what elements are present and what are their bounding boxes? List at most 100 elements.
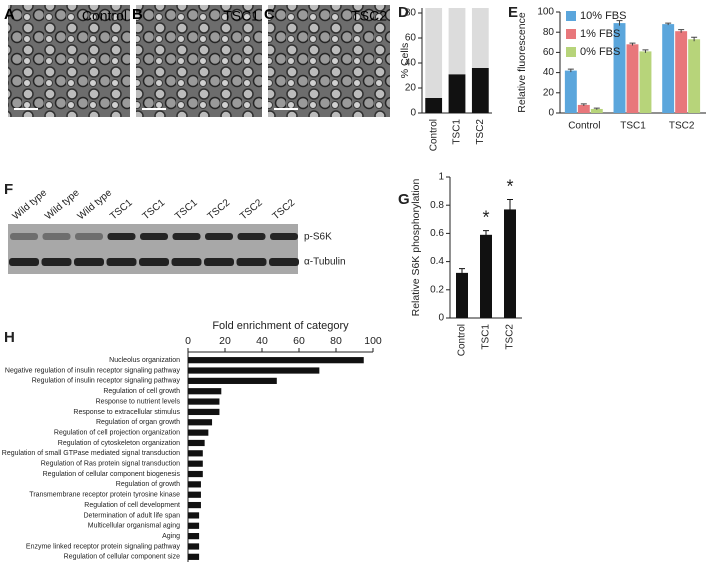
error-bar — [459, 268, 465, 278]
lane-label: Wild type — [76, 187, 115, 222]
y-tick-label: 80 — [543, 27, 555, 38]
y-tick-label: Determination of adult life span — [84, 512, 181, 519]
bar — [188, 388, 222, 395]
lane-label: Wild type — [43, 187, 82, 222]
band — [172, 233, 201, 240]
band — [42, 233, 71, 240]
bar — [188, 522, 200, 529]
bar — [639, 51, 652, 113]
bar — [188, 357, 364, 364]
band-label: p-S6K — [304, 232, 332, 243]
bar — [471, 68, 489, 113]
band — [236, 258, 267, 266]
x-tick-label: Control — [428, 119, 439, 151]
image-label: TSC2 — [351, 8, 387, 24]
x-axis-label: Fold enrichment of category — [212, 320, 349, 332]
blot-background — [8, 224, 298, 274]
y-tick-label: Regulation of organ growth — [96, 419, 180, 426]
bar — [188, 481, 201, 488]
y-tick-label: Regulation of small GTPase mediated sign… — [2, 450, 180, 457]
y-tick-label: 0 — [410, 108, 416, 119]
y-tick-label: Regulation of cytoskeleton organization — [58, 440, 180, 447]
legend-swatch — [566, 29, 576, 39]
band — [205, 233, 233, 240]
x-tick-label: 40 — [256, 335, 268, 347]
y-tick-label: Negative regulation of insulin receptor … — [5, 367, 181, 374]
y-tick-label: 0.6 — [430, 228, 444, 239]
y-tick-label: 60 — [543, 47, 555, 58]
panel-letter: D — [398, 4, 409, 21]
y-axis-label: Relative fluorescence — [516, 12, 528, 113]
lane-label: Wild type — [11, 187, 50, 222]
x-tick-label: TSC1 — [452, 119, 463, 145]
y-tick-label: Transmembrane receptor protein tyrosine … — [29, 492, 180, 499]
error-bar — [593, 107, 600, 110]
bar — [188, 439, 205, 447]
bar — [456, 272, 468, 318]
error-bar — [567, 68, 574, 73]
y-axis-label: % Cells — [399, 43, 411, 79]
y-tick-label: Regulation of cellular component biogene… — [43, 471, 181, 478]
panel-letter: C — [264, 6, 275, 23]
band — [140, 233, 168, 240]
y-tick-label: 1 — [438, 172, 444, 183]
band — [237, 233, 266, 240]
bar — [188, 470, 203, 478]
legend-swatch — [566, 11, 576, 21]
image-label: TSC1 — [223, 8, 259, 24]
error-bar — [580, 103, 587, 106]
panel-letter: A — [4, 6, 15, 23]
annotation: * — [506, 176, 513, 196]
y-tick-label: 0 — [548, 108, 554, 119]
bar — [448, 74, 466, 113]
bar — [188, 429, 209, 436]
error-bar — [483, 230, 489, 240]
bar — [188, 491, 201, 498]
bar — [425, 98, 443, 113]
bar — [188, 367, 320, 374]
bar — [188, 533, 200, 540]
legend-label: 1% FBS — [580, 28, 620, 40]
y-tick-label: 100 — [537, 7, 554, 18]
bar — [448, 8, 466, 75]
error-bar — [507, 199, 513, 220]
lane-label: TSC2 — [238, 197, 265, 222]
bar — [590, 108, 603, 113]
y-tick-label: 0.4 — [430, 256, 444, 267]
bar — [564, 70, 577, 113]
band — [10, 233, 38, 240]
y-tick-label: 40 — [543, 67, 555, 78]
y-tick-label: Nucleolus organization — [109, 357, 180, 364]
y-tick-label: 40 — [405, 58, 417, 69]
error-bar — [691, 36, 698, 42]
panel-letter: H — [4, 329, 15, 346]
lane-label: TSC1 — [173, 197, 200, 222]
legend-label: 0% FBS — [580, 46, 620, 58]
bar — [188, 501, 201, 509]
image-label: Control — [82, 8, 127, 24]
y-tick-label: Regulation of Ras protein signal transdu… — [41, 461, 180, 468]
lane-label: TSC1 — [108, 197, 135, 222]
bar — [188, 553, 200, 560]
bar — [675, 31, 688, 113]
panel-letter: G — [398, 191, 410, 208]
x-tick-label: TSC2 — [505, 324, 516, 350]
x-tick-label: TSC2 — [669, 121, 695, 132]
micrograph — [136, 5, 262, 117]
annotation: * — [482, 207, 489, 227]
bar — [504, 209, 516, 318]
bar — [188, 512, 200, 519]
x-tick-label: 100 — [364, 335, 382, 347]
bar — [188, 450, 203, 457]
band — [204, 258, 234, 266]
y-tick-label: Regulation of growth — [116, 481, 180, 488]
y-tick-label: Regulation of cellular component size — [64, 554, 180, 561]
y-tick-label: 60 — [405, 33, 417, 44]
y-tick-label: 80 — [405, 8, 417, 19]
x-tick-label: Control — [568, 121, 600, 132]
x-tick-label: 80 — [330, 335, 342, 347]
x-tick-label: 20 — [219, 335, 231, 347]
error-bar — [629, 42, 636, 46]
x-tick-label: 60 — [293, 335, 305, 347]
